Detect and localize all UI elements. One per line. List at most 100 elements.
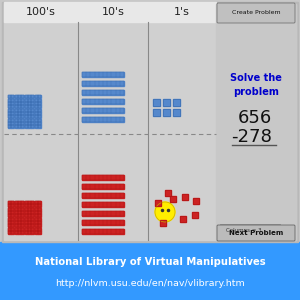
Bar xyxy=(38,95,41,98)
Bar xyxy=(28,99,31,102)
Bar xyxy=(15,224,18,227)
Bar xyxy=(18,115,21,118)
Bar xyxy=(32,122,34,125)
Bar xyxy=(25,115,28,118)
Bar xyxy=(32,228,34,231)
Bar xyxy=(11,204,14,207)
Bar xyxy=(18,122,21,125)
Bar xyxy=(38,122,41,125)
Bar xyxy=(38,115,41,118)
Bar xyxy=(38,105,41,108)
Bar xyxy=(35,105,38,108)
Bar xyxy=(25,109,28,112)
Bar xyxy=(25,231,28,234)
Bar xyxy=(35,228,38,231)
Bar xyxy=(25,211,28,214)
Bar xyxy=(11,211,14,214)
Bar xyxy=(28,221,31,224)
Bar xyxy=(15,99,18,102)
Bar xyxy=(28,105,31,108)
Bar xyxy=(8,105,11,108)
Bar xyxy=(35,112,38,115)
Bar xyxy=(38,115,41,118)
Bar xyxy=(25,125,28,128)
Bar xyxy=(11,122,14,125)
Bar xyxy=(15,109,18,112)
Bar xyxy=(32,122,34,125)
Bar xyxy=(28,105,31,108)
Bar xyxy=(32,109,34,112)
Bar xyxy=(35,201,38,204)
Bar xyxy=(32,231,34,234)
Bar xyxy=(163,110,170,116)
Bar xyxy=(8,201,11,204)
Bar xyxy=(18,201,21,204)
Bar xyxy=(21,102,24,105)
Bar xyxy=(182,194,188,200)
Bar xyxy=(35,109,38,112)
Bar xyxy=(8,125,11,128)
Bar xyxy=(28,122,31,125)
Bar xyxy=(11,102,14,105)
Bar xyxy=(28,109,31,112)
Bar xyxy=(82,202,124,207)
Bar xyxy=(173,110,180,116)
Bar xyxy=(28,102,31,105)
Bar xyxy=(32,112,34,115)
Bar xyxy=(28,218,31,220)
Bar xyxy=(15,122,18,125)
Bar xyxy=(35,228,38,231)
Bar xyxy=(82,117,124,122)
Bar xyxy=(32,224,34,227)
Bar xyxy=(82,175,124,180)
Bar xyxy=(11,122,14,125)
Bar xyxy=(15,211,18,214)
Bar xyxy=(25,224,28,227)
Bar xyxy=(8,112,11,115)
Bar xyxy=(82,175,124,180)
Bar xyxy=(15,105,18,108)
Bar xyxy=(28,224,31,227)
Bar xyxy=(25,105,28,108)
Bar xyxy=(28,125,31,128)
Bar xyxy=(15,119,18,122)
Bar xyxy=(25,119,28,122)
Bar xyxy=(21,119,24,122)
Bar xyxy=(32,105,34,108)
Bar xyxy=(38,109,41,112)
Bar xyxy=(32,208,34,211)
Bar xyxy=(18,211,21,214)
Bar xyxy=(18,228,21,231)
Bar xyxy=(82,72,124,77)
Bar xyxy=(8,95,11,98)
Bar xyxy=(15,105,18,108)
Bar xyxy=(11,99,14,102)
Bar xyxy=(35,115,38,118)
Bar xyxy=(11,231,14,234)
Bar xyxy=(18,102,21,105)
Bar xyxy=(35,218,38,220)
Bar xyxy=(15,218,18,220)
Bar xyxy=(35,99,38,102)
Bar xyxy=(35,109,38,112)
Bar xyxy=(21,112,24,115)
Bar xyxy=(0,242,300,300)
Bar xyxy=(38,208,41,211)
Bar xyxy=(15,115,18,118)
Bar xyxy=(11,218,14,220)
Bar xyxy=(193,198,199,204)
Bar xyxy=(8,95,11,98)
Bar xyxy=(11,105,14,108)
Bar xyxy=(15,224,18,227)
Bar xyxy=(165,190,171,196)
Bar xyxy=(11,95,14,98)
Bar xyxy=(28,95,31,98)
Bar xyxy=(38,211,41,214)
Bar xyxy=(11,204,14,207)
Bar xyxy=(8,211,11,214)
Bar xyxy=(28,218,31,220)
Bar xyxy=(18,105,21,108)
Bar xyxy=(21,221,24,224)
Bar xyxy=(82,99,124,104)
Bar xyxy=(21,105,24,108)
